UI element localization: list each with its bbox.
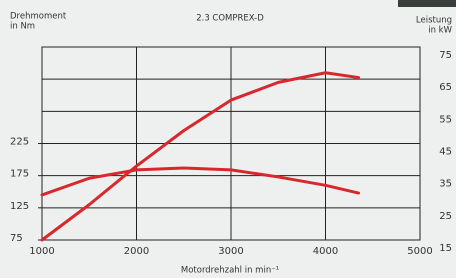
y-axis-label: Drehmoment: [10, 12, 67, 22]
x-tick-label: 1000: [29, 246, 54, 257]
y2-tick-label: 25: [439, 211, 452, 222]
x-tick-label: 2000: [124, 246, 149, 257]
photo-edge: [398, 0, 456, 7]
chart-title: 2.3 COMPREX-D: [196, 14, 264, 24]
page: {"chart_data": {"type": "line", "title":…: [0, 0, 456, 278]
chart: 2.3 COMPREX-D Drehmoment in Nm Leistung …: [0, 0, 456, 278]
line-series: [42, 168, 359, 195]
y2-tick-label: 35: [439, 179, 452, 190]
y2-tick-label: 15: [439, 243, 452, 254]
y2-axis-label: in kW: [428, 26, 452, 36]
y2-axis-label: Leistung: [416, 16, 452, 26]
y-tick-label: 225: [10, 137, 29, 148]
y-tick-label: 125: [10, 201, 29, 212]
x-tick-label: 5000: [407, 246, 432, 257]
y-tick-label: 175: [10, 169, 29, 180]
x-tick-label: 4000: [313, 246, 338, 257]
y2-tick-label: 75: [439, 50, 452, 61]
y2-tick-label: 55: [439, 114, 452, 125]
x-axis-label: Motordrehzahl in min⁻¹: [181, 266, 279, 276]
x-tick-label: 3000: [218, 246, 243, 257]
y-tick-label: 75: [10, 233, 23, 244]
y2-tick-label: 45: [439, 147, 452, 158]
y-axis-label: in Nm: [10, 22, 35, 32]
line-series: [42, 73, 359, 240]
y2-tick-label: 65: [439, 82, 452, 93]
